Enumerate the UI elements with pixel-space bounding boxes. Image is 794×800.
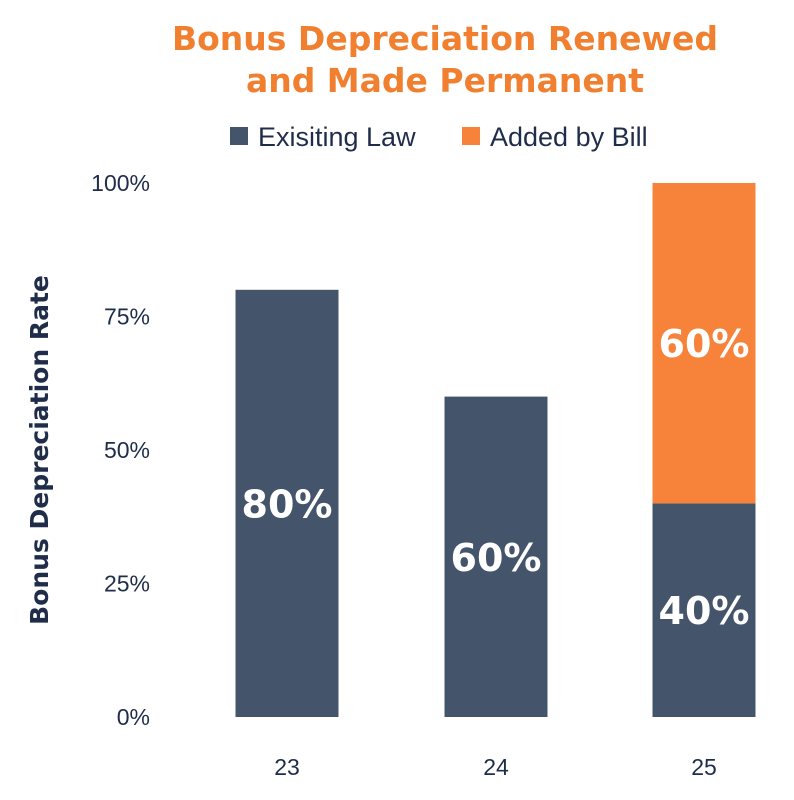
x-axis-ticks: 23 24 25 bbox=[274, 754, 717, 780]
data-label: 60% bbox=[451, 536, 542, 580]
chart-title-line-1: Bonus Depreciation Renewed bbox=[172, 19, 718, 58]
legend-label-existing-law: Exisiting Law bbox=[258, 122, 416, 152]
x-tick-label: 24 bbox=[483, 754, 509, 780]
y-tick-label: 0% bbox=[117, 704, 150, 730]
bar-existing-law bbox=[235, 289, 339, 717]
legend: Exisiting Law Added by Bill bbox=[230, 122, 648, 152]
bar-existing-law bbox=[652, 503, 756, 717]
legend-swatch-added-by-bill bbox=[462, 127, 480, 145]
legend-label-added-by-bill: Added by Bill bbox=[490, 122, 648, 152]
data-label: 40% bbox=[659, 589, 750, 633]
data-label: 80% bbox=[242, 482, 333, 526]
data-labels: 80% 60% 40% 60% bbox=[242, 322, 750, 633]
legend-swatch-existing-law bbox=[230, 127, 248, 145]
data-label: 60% bbox=[659, 322, 750, 366]
y-axis-ticks: 0% 25% 50% 75% 100% bbox=[91, 170, 150, 730]
chart-title-line-2: and Made Permanent bbox=[246, 61, 644, 100]
bar-existing-law bbox=[444, 396, 548, 717]
x-tick-label: 25 bbox=[691, 754, 717, 780]
y-tick-label: 50% bbox=[104, 437, 150, 463]
bars bbox=[235, 183, 756, 717]
y-axis-label: Bonus Depreciation Rate bbox=[25, 275, 54, 625]
x-tick-label: 23 bbox=[274, 754, 300, 780]
y-tick-label: 25% bbox=[104, 571, 150, 597]
y-tick-label: 75% bbox=[104, 304, 150, 330]
bar-added-by-bill bbox=[652, 183, 756, 504]
y-tick-label: 100% bbox=[91, 170, 150, 196]
